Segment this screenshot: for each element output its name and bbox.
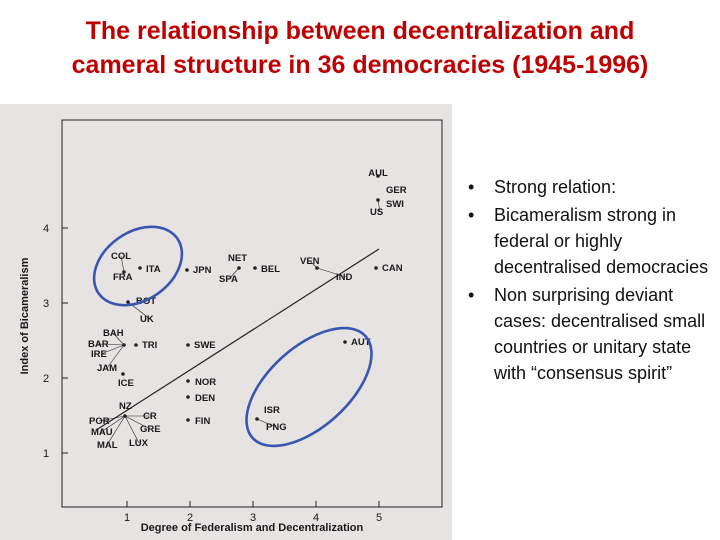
plot-frame [61, 119, 443, 508]
data-point-label-isr: ISR [264, 405, 280, 416]
y-tick-label: 1 [43, 448, 49, 460]
data-point-marker [376, 174, 380, 178]
data-point-label-swe: SWE [194, 340, 216, 351]
data-point-label-can: CAN [382, 263, 403, 274]
data-point-label-ice: ICE [118, 378, 134, 389]
bullet-item: • Bicameralism strong in federal or highl… [462, 202, 712, 280]
data-point-label-net: NET [228, 253, 247, 264]
data-point-marker [253, 266, 257, 270]
data-point-label-col: COL [111, 251, 131, 262]
data-point-marker [343, 340, 347, 344]
y-axis-title: Index of Bicameralism [19, 257, 31, 374]
data-point-marker [374, 266, 378, 270]
bullet-item: • Non surprising deviant cases: decentral… [462, 282, 712, 386]
data-point-label-por: POR [89, 416, 110, 427]
data-point-marker [186, 395, 190, 399]
data-point-label-lux: LUX [129, 438, 149, 449]
data-point-label-den: DEN [195, 393, 215, 404]
leader-line [377, 199, 381, 213]
leader-line [120, 255, 125, 273]
data-point-label-bah: BAH [103, 328, 124, 339]
bullet-list: • Strong relation: • Bicameralism strong i… [462, 174, 712, 388]
data-point-label-jam: JAM [97, 363, 117, 374]
data-point-label-aul: AUL [368, 168, 388, 179]
data-point-label-bar: BAR [88, 339, 109, 350]
y-tick-label: 3 [43, 298, 49, 310]
leader-line [100, 415, 126, 433]
data-point-label-ger: GER [386, 185, 407, 196]
leader-line [98, 415, 126, 422]
data-point-label-png: PNG [266, 422, 287, 433]
leader-line [316, 267, 347, 278]
leader-line [256, 418, 277, 428]
data-point-label-fin: FIN [195, 416, 210, 427]
bullet-text: Non surprising deviant cases: decentrali… [494, 285, 706, 383]
data-point-label-spa: SPA [219, 274, 238, 285]
leader-line [124, 415, 140, 444]
x-tick-label: 3 [250, 512, 256, 524]
bullet-text: Bicameralism strong in federal or highly… [494, 205, 709, 277]
data-point-marker [186, 418, 190, 422]
scanned-figure: 1 2 3 4 5 1 2 3 4 Degree of Federalism and Decent… [0, 104, 452, 540]
data-point-label-cr: CR [143, 411, 157, 422]
data-point-label-ind: IND [336, 272, 353, 283]
data-point-label-aut: AUT [351, 337, 371, 348]
data-point-label-gre: GRE [140, 424, 161, 435]
data-point-label-ire: IRE [91, 349, 107, 360]
data-point-label-fra: FRA [113, 272, 133, 283]
bullet-item: • Strong relation: [462, 174, 712, 200]
data-point-label-nz: NZ [119, 401, 132, 412]
leader-line [309, 260, 318, 269]
bullet-dot-icon: • [468, 177, 475, 197]
data-point-label-mau: MAU [91, 427, 113, 438]
bullet-dot-icon: • [468, 205, 475, 225]
leader-line [124, 415, 151, 430]
regression-line [95, 248, 380, 432]
slide-title-line-2: cameral structure in 36 democracies (194… [71, 51, 649, 79]
data-point-marker [138, 266, 142, 270]
x-tick-label: 2 [187, 512, 193, 524]
data-point-marker [186, 379, 190, 383]
leader-line [100, 344, 125, 355]
x-tick-label: 4 [313, 512, 319, 524]
data-point-marker [121, 372, 125, 376]
y-tick-label: 4 [43, 223, 49, 235]
leader-line [112, 332, 125, 346]
highlight-ellipse-unitary-bicameral [92, 225, 184, 307]
leader-line [97, 343, 125, 346]
data-point-label-jpn: JPN [193, 265, 212, 276]
bullet-text: Strong relation: [494, 177, 617, 197]
data-point-label-bel: BEL [261, 264, 280, 275]
data-point-label-swi: SWI [386, 199, 404, 210]
leader-line [228, 267, 240, 280]
leader-line [106, 344, 125, 369]
data-point-label-mal: MAL [97, 440, 118, 451]
slide-title-line-1: The relationship between decentralizatio… [85, 17, 635, 45]
x-tick-label: 1 [124, 512, 130, 524]
data-point-marker [376, 198, 380, 202]
bullet-dot-icon: • [468, 285, 475, 305]
y-tick-label: 2 [43, 373, 49, 385]
x-tick-label: 5 [376, 512, 382, 524]
data-point-label-nor: NOR [195, 377, 216, 388]
data-point-label-ven: VEN [300, 256, 320, 267]
data-point-label-uk: UK [140, 314, 154, 325]
data-point-marker [134, 343, 138, 347]
data-point-marker [185, 268, 189, 272]
data-point-label-us: US [370, 207, 383, 218]
highlight-ellipse-decentralised-unicameral [245, 326, 373, 448]
data-point-marker [186, 343, 190, 347]
leader-line [106, 415, 126, 446]
slide-title: The relationship between decentralizatio… [0, 14, 720, 82]
data-point-label-ita: ITA [146, 264, 161, 275]
data-point-label-tri: TRI [142, 340, 157, 351]
x-axis-title: Degree of Federalism and Decentralizatio… [141, 522, 364, 534]
